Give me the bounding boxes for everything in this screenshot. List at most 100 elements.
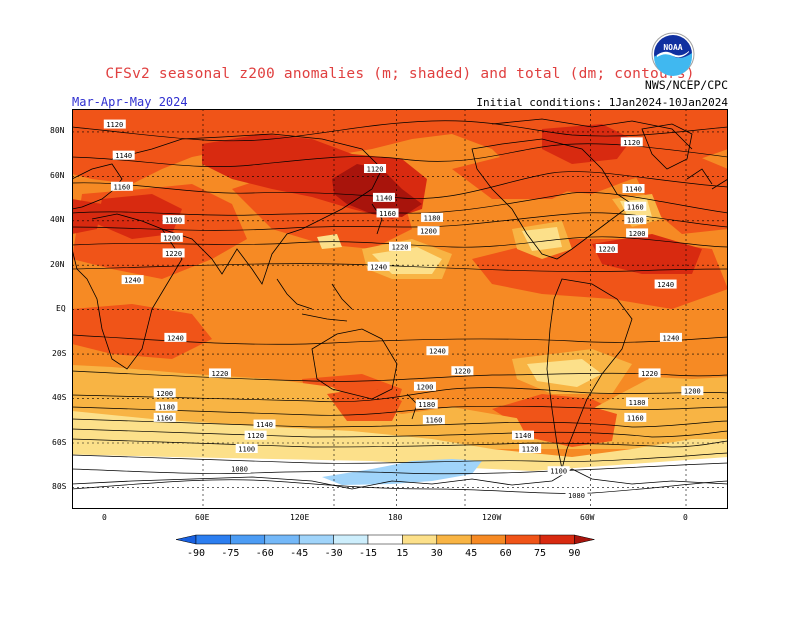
anomaly-over-90-regions (332, 164, 422, 217)
colorbar-swatch (367, 534, 403, 545)
contour-label-text: 1180 (165, 217, 182, 225)
lat-label: 60N (50, 171, 65, 180)
colorbar-tick-label: 15 (396, 548, 408, 559)
colorbar-tick-label: -60 (256, 548, 274, 559)
contour-label: 1140 (512, 430, 534, 440)
colorbar-swatch (470, 534, 506, 545)
contour-label: 1180 (626, 397, 649, 407)
contour-label: 1140 (253, 419, 276, 429)
contour-label-text: 1180 (158, 403, 175, 411)
colorbar-swatch (298, 534, 334, 545)
contour-label: 1220 (389, 241, 411, 251)
noaa-logo: NOAA (651, 32, 695, 76)
contour-label: 1160 (624, 412, 647, 422)
contour-label-text: 1140 (515, 432, 532, 440)
colorbar-swatch (264, 534, 300, 545)
contour-label-text: 1140 (256, 421, 273, 429)
contour-label-text: 1220 (454, 368, 471, 376)
lat-label: 40S (52, 393, 67, 402)
contour-label: 1140 (372, 192, 395, 202)
lon-label: 60E (195, 513, 210, 522)
contour-label-text: 1220 (598, 246, 615, 254)
colorbar-swatch (402, 534, 438, 545)
contour-label-text: 1180 (629, 399, 646, 407)
contour-label: 1240 (659, 332, 682, 342)
contour-label-text: 1200 (163, 234, 180, 242)
colorbar-tick-label: -45 (290, 548, 308, 559)
coastlines (72, 118, 728, 490)
colorbar-tick-label: 45 (465, 548, 477, 559)
contour-label-text: 1240 (167, 334, 184, 342)
colorbar-swatch (195, 534, 231, 545)
contour-label: 1120 (364, 164, 387, 174)
height-contours (72, 120, 728, 494)
contour-label-text: 1120 (367, 166, 384, 174)
noaa-logo-text: NOAA (663, 43, 682, 52)
lon-label: 0 (102, 513, 107, 522)
lon-label: 0 (683, 513, 688, 522)
lat-label: 20N (50, 260, 65, 269)
colorbar-tick-label: 75 (534, 548, 546, 559)
contour-label-text: 1140 (376, 194, 393, 202)
contour-label: 1160 (153, 412, 176, 422)
contour-label: 1080 (565, 490, 588, 500)
map-frame (72, 109, 728, 509)
contour-label: 1220 (162, 248, 185, 258)
contour-label: 1240 (367, 261, 390, 271)
contour-label: 1220 (595, 244, 618, 254)
contour-label-text: 1200 (156, 390, 173, 398)
contour-label-text: 1220 (641, 370, 658, 378)
colorbar-labels: -90 -75 -60 -45 -30 -15 15 30 45 60 75 90 (187, 548, 580, 559)
contour-label: 1100 (235, 444, 258, 454)
contour-label: 1180 (162, 215, 185, 225)
contour-label: 1220 (208, 368, 231, 378)
lon-label: 120E (290, 513, 310, 522)
colorbar-tick-label: -90 (187, 548, 205, 559)
lat-label: 80S (52, 482, 67, 491)
contour-label-text: 1220 (212, 370, 229, 378)
contour-label-text: 1200 (420, 228, 437, 236)
contour-label: 1220 (638, 368, 661, 378)
agency-label: NWS/NCEP/CPC (644, 78, 728, 92)
lat-label: 20S (52, 349, 67, 358)
contour-label: 1200 (681, 386, 704, 396)
contour-label-text: 1120 (522, 446, 539, 454)
contour-label-text: 1160 (627, 414, 644, 422)
contour-label-text: 1240 (429, 348, 446, 356)
anomaly-negative-region (322, 459, 482, 485)
contour-label: 1120 (519, 444, 542, 454)
contour-label-text: 1160 (156, 414, 173, 422)
contour-label-text: 1240 (124, 277, 141, 285)
contour-label-text: 1200 (417, 383, 434, 391)
contour-label-text: 1160 (113, 183, 130, 191)
contour-label-text: 1120 (106, 121, 123, 129)
contour-label: 1180 (415, 399, 438, 409)
contour-label: 1240 (654, 279, 677, 289)
contour-label: 1200 (626, 228, 649, 238)
contour-label-text: 1160 (627, 203, 644, 211)
contour-label: 1180 (155, 401, 178, 411)
contour-label-text: 1240 (657, 281, 674, 289)
contour-label-text: 1180 (424, 214, 441, 222)
contour-label-text: 1160 (425, 417, 442, 425)
colorbar-min-arrow (175, 534, 197, 545)
contour-label: 1140 (112, 150, 135, 160)
colorbar-tick-label: 30 (431, 548, 443, 559)
contour-label: 1120 (244, 430, 267, 440)
colorbar-tick-label: -30 (325, 548, 343, 559)
lat-label: 40N (50, 215, 65, 224)
noaa-logo-wave (654, 53, 692, 76)
contour-label: 1120 (103, 119, 126, 129)
contour-label: 1080 (228, 464, 251, 474)
contour-label-text: 1080 (568, 492, 585, 500)
anomaly-map: 1120 1140 1160 1180 1200 1220 1240 1120 1140 1160… (72, 109, 728, 509)
colorbar: -90 -75 -60 -45 -30 -15 15 30 45 60 75 90 (175, 534, 595, 559)
colorbar-swatch (436, 534, 472, 545)
lat-label: EQ (56, 304, 66, 313)
colorbar-swatch (333, 534, 369, 545)
colorbar-max-arrow (574, 534, 595, 545)
contour-label-text: 1120 (247, 432, 264, 440)
contour-label: 1140 (622, 184, 645, 194)
lat-label: 60S (52, 438, 67, 447)
contour-label: 1220 (451, 366, 474, 376)
